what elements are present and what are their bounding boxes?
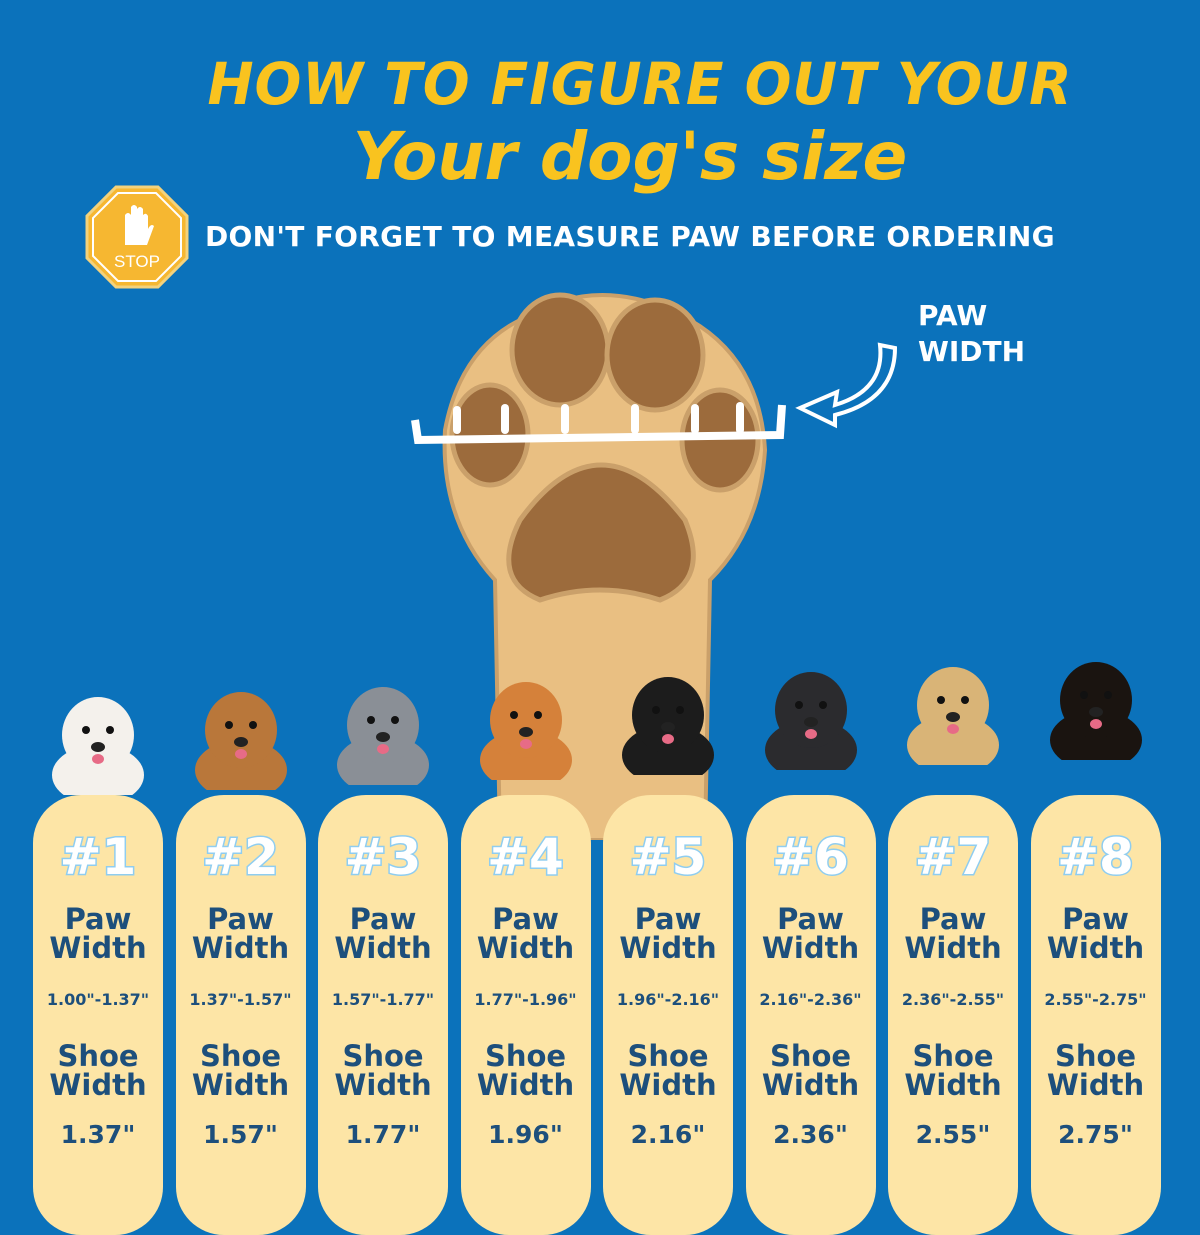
shoe-width-heading: Shoe Width [318,1042,448,1100]
shoe-width-heading: Shoe Width [33,1042,163,1100]
paw-label: Paw [634,902,702,936]
size-card-background [33,795,163,1235]
paw-range: 2.16"-2.36" [759,990,862,1009]
warning-text: DON'T FORGET TO MEASURE PAW BEFORE ORDER… [205,220,1055,253]
paw-label: Paw [64,902,132,936]
shoe-width-heading: Shoe Width [1031,1042,1161,1100]
paw-range: 1.96"-2.16" [616,990,720,1009]
paw-label: Paw [919,902,987,936]
size-number: #7 [913,827,993,888]
shoe-width-value: 1.77" [345,1120,421,1149]
title-line-1: HOW TO FIGURE OUT YOUR [207,50,1073,118]
width-label: Width [1046,931,1145,965]
paw-width-heading: Paw Width [746,905,876,963]
shoe-label: Shoe [342,1039,424,1073]
paw-range: 1.00"-1.37" [46,990,150,1009]
paw-width-heading: Paw Width [461,905,591,963]
dog-photo-icon [337,687,429,785]
size-card-background [175,795,306,1235]
shoe-width-value: 2.55" [915,1120,991,1149]
paw-width-label: PAW WIDTH [918,298,1025,370]
width-label: Width [619,931,717,965]
width-label: Width [191,1068,290,1102]
width-label: Width [619,1068,717,1102]
size-number: #6 [771,827,851,888]
size-number: #1 [58,827,138,888]
width-label: Width [476,1068,575,1102]
title-line-2: Your dog's size [352,118,908,195]
stop-sign-icon: STOP [85,185,189,289]
dog-photo-icon [479,682,572,780]
paw-range: 2.55"-2.75" [1044,990,1147,1009]
shoe-width-value: 2.75" [1058,1120,1133,1149]
size-number: #5 [628,827,708,888]
size-number: #8 [1056,827,1136,888]
paw-range: 1.37"-1.57" [189,990,292,1009]
dog-photo-icon [622,677,714,775]
paw-width-heading: Paw Width [603,905,733,963]
dog-photo-icon [764,672,857,770]
size-number: #3 [343,827,423,888]
shoe-label: Shoe [57,1039,139,1073]
paw-range: 1.57"-1.77" [331,990,435,1009]
shoe-width-value: 2.36" [773,1120,848,1149]
paw-range: 1.77"-1.96" [474,990,577,1009]
shoe-width-value: 1.37" [60,1120,136,1149]
width-label: Width [1046,1068,1145,1102]
stop-label: STOP [114,252,160,271]
shoe-width-value: 2.16" [630,1120,706,1149]
paw-label: Paw [349,902,417,936]
paw-width-label-line2: WIDTH [918,335,1026,368]
paw-width-heading: Paw Width [176,905,306,963]
paw-label: Paw [492,902,559,936]
size-card-background [888,795,1018,1235]
width-label: Width [334,931,432,965]
shoe-label: Shoe [199,1039,282,1073]
width-label: Width [904,1068,1002,1102]
size-card-background [318,795,448,1235]
shoe-width-heading: Shoe Width [176,1042,306,1100]
width-label: Width [476,931,575,965]
paw-width-label-line1: PAW [918,299,988,332]
shoe-label: Shoe [769,1039,852,1073]
shoe-width-heading: Shoe Width [746,1042,876,1100]
shoe-width-heading: Shoe Width [603,1042,733,1100]
size-number: #2 [201,827,281,888]
shoe-width-heading: Shoe Width [888,1042,1018,1100]
paw-label: Paw [1062,902,1129,936]
paw-width-heading: Paw Width [318,905,448,963]
shoe-width-value: 1.57" [203,1120,278,1149]
shoe-width-heading: Shoe Width [461,1042,591,1100]
width-label: Width [49,1068,147,1102]
dog-photo-icon [1049,662,1142,760]
shoe-label: Shoe [484,1039,567,1073]
paw-width-heading: Paw Width [1031,905,1161,963]
size-number: #4 [486,827,566,888]
dog-photo-icon [907,667,999,765]
size-card-background [460,795,591,1235]
width-label: Width [191,931,290,965]
width-label: Width [761,931,860,965]
size-card-background [603,795,733,1235]
paw-width-heading: Paw Width [888,905,1018,963]
paw-illustration-icon [411,292,786,840]
size-card-background [1030,795,1161,1235]
shoe-width-value: 1.96" [488,1120,563,1149]
dog-photo-icon [194,692,287,790]
size-card-background [745,795,876,1235]
shoe-label: Shoe [627,1039,709,1073]
paw-label: Paw [207,902,274,936]
width-label: Width [49,931,147,965]
width-label: Width [761,1068,860,1102]
arrow-icon [795,342,898,429]
width-label: Width [904,931,1002,965]
width-label: Width [334,1068,432,1102]
paw-range: 2.36"-2.55" [901,990,1005,1009]
paw-label: Paw [777,902,844,936]
paw-width-heading: Paw Width [33,905,163,963]
dog-photo-icon [52,697,144,795]
shoe-label: Shoe [1054,1039,1137,1073]
shoe-label: Shoe [912,1039,994,1073]
